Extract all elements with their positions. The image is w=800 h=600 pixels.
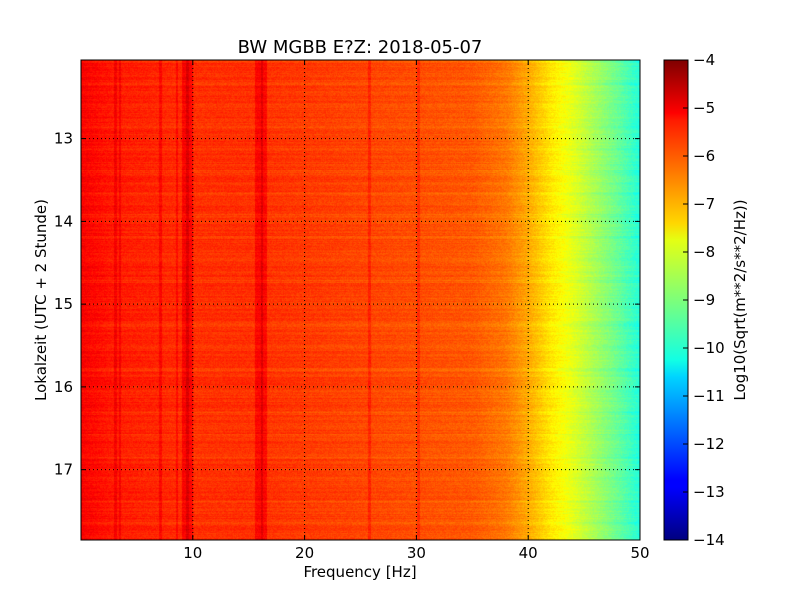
y-axis-ticks: 13 14 15 16 17 bbox=[54, 130, 640, 479]
colorbar-tick-label: −11 bbox=[693, 387, 725, 405]
colorbar-ticks: −4 −5 −6 −7 −8 −9 −10 −11 −12 −13 −14 bbox=[683, 51, 725, 549]
y-axis-label: Lokalzeit (UTC + 2 Stunde) bbox=[32, 199, 50, 401]
x-axis-label: Frequency [Hz] bbox=[303, 563, 416, 581]
colorbar-tick-label: −13 bbox=[693, 483, 725, 501]
plot-frame bbox=[80, 59, 641, 541]
x-tick-label: 30 bbox=[407, 544, 426, 562]
grid-lines bbox=[81, 60, 640, 540]
x-tick-label: 40 bbox=[519, 544, 538, 562]
colorbar: −4 −5 −6 −7 −8 −9 −10 −11 −12 −13 −14 Log10(Sqrt(m… bbox=[663, 51, 749, 549]
y-tick-label: 15 bbox=[54, 295, 73, 313]
y-tick-label: 14 bbox=[54, 212, 73, 230]
colorbar-tick-label: −6 bbox=[693, 147, 715, 165]
x-tick-label: 10 bbox=[183, 544, 202, 562]
colorbar-tick-label: −4 bbox=[693, 51, 715, 69]
colorbar-tick-label: −7 bbox=[693, 195, 715, 213]
x-tick-label: 20 bbox=[295, 544, 314, 562]
x-axis-ticks: 10 20 30 40 50 bbox=[183, 60, 650, 562]
colorbar-tick-label: −9 bbox=[693, 291, 715, 309]
colorbar-tick-label: −5 bbox=[693, 99, 715, 117]
y-tick-label: 17 bbox=[54, 461, 73, 479]
colorbar-tick-label: −10 bbox=[693, 339, 725, 357]
y-tick-label: 16 bbox=[54, 378, 73, 396]
x-tick-label: 50 bbox=[630, 544, 649, 562]
colorbar-tick-label: −12 bbox=[693, 435, 725, 453]
plot-area: 10 20 30 40 50 13 14 15 16 17 bbox=[54, 59, 650, 562]
colorbar-tick-label: −8 bbox=[693, 243, 715, 261]
colorbar-tick-label: −14 bbox=[693, 531, 725, 549]
chart-title: BW MGBB E?Z: 2018-05-07 bbox=[238, 37, 483, 58]
y-tick-label: 13 bbox=[54, 130, 73, 148]
colorbar-label: Log10(Sqrt(m**2/s**2/Hz)) bbox=[731, 199, 749, 400]
spectrogram-image bbox=[81, 60, 640, 540]
